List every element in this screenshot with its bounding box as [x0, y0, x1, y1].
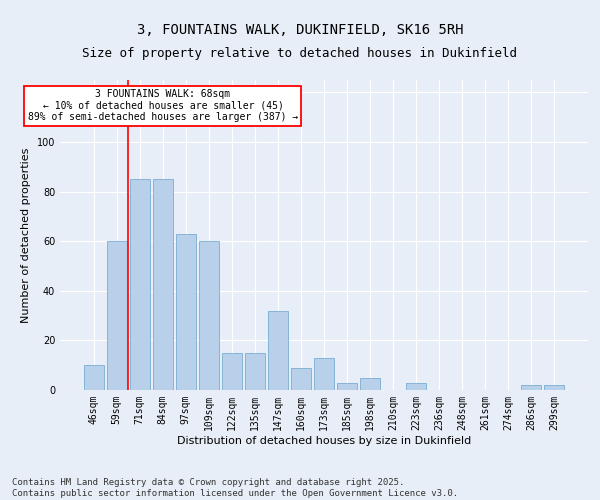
Bar — [107, 241, 127, 390]
Text: Size of property relative to detached houses in Dukinfield: Size of property relative to detached ho… — [83, 48, 517, 60]
Y-axis label: Number of detached properties: Number of detached properties — [21, 148, 31, 322]
Text: 3, FOUNTAINS WALK, DUKINFIELD, SK16 5RH: 3, FOUNTAINS WALK, DUKINFIELD, SK16 5RH — [137, 22, 463, 36]
Bar — [153, 179, 173, 390]
Bar — [84, 365, 104, 390]
Bar — [337, 382, 357, 390]
Bar — [245, 353, 265, 390]
Bar — [176, 234, 196, 390]
Bar — [199, 241, 218, 390]
Bar — [130, 179, 149, 390]
Text: Contains HM Land Registry data © Crown copyright and database right 2025.
Contai: Contains HM Land Registry data © Crown c… — [12, 478, 458, 498]
Bar — [521, 385, 541, 390]
Bar — [314, 358, 334, 390]
Bar — [222, 353, 242, 390]
Bar — [268, 310, 288, 390]
Bar — [544, 385, 564, 390]
Bar — [406, 382, 426, 390]
Bar — [360, 378, 380, 390]
X-axis label: Distribution of detached houses by size in Dukinfield: Distribution of detached houses by size … — [177, 436, 471, 446]
Bar — [291, 368, 311, 390]
Text: 3 FOUNTAINS WALK: 68sqm
← 10% of detached houses are smaller (45)
89% of semi-de: 3 FOUNTAINS WALK: 68sqm ← 10% of detache… — [28, 90, 298, 122]
